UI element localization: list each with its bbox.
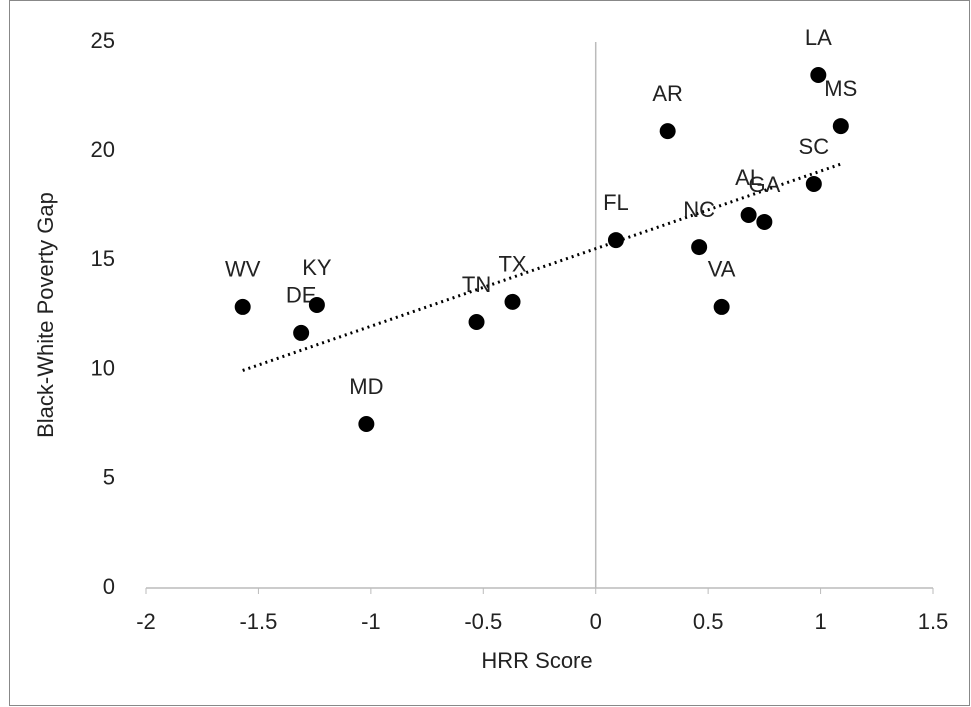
point-label: MD xyxy=(349,374,383,399)
y-tick-label: 25 xyxy=(91,28,115,53)
x-tick-label: 1 xyxy=(814,609,826,634)
x-tick-label: -1 xyxy=(361,609,381,634)
point-label: AR xyxy=(652,81,683,106)
x-tick-label: -0.5 xyxy=(464,609,502,634)
y-tick-label: 10 xyxy=(91,355,115,380)
point xyxy=(293,324,310,341)
point xyxy=(691,239,708,256)
point xyxy=(607,232,624,249)
point-label: TN xyxy=(462,272,491,297)
chart-border xyxy=(9,0,970,706)
point-label: LA xyxy=(805,25,832,50)
point xyxy=(805,175,822,192)
point xyxy=(740,206,757,223)
x-axis-label: HRR Score xyxy=(481,648,592,673)
point-label: SC xyxy=(799,134,830,159)
point xyxy=(659,123,676,140)
point-label: WV xyxy=(225,257,261,282)
y-tick-label: 20 xyxy=(91,137,115,162)
x-tick-label: -1.5 xyxy=(239,609,277,634)
x-tick-label: -2 xyxy=(136,609,156,634)
point xyxy=(308,296,325,313)
point-label: FL xyxy=(603,190,629,215)
point-label: VA xyxy=(708,257,736,282)
x-tick-label: 0 xyxy=(590,609,602,634)
point xyxy=(504,293,521,310)
point xyxy=(832,118,849,135)
y-tick-label: 0 xyxy=(103,574,115,599)
point-label: NC xyxy=(683,197,715,222)
point-label: AL xyxy=(735,165,762,190)
point xyxy=(756,213,773,230)
point xyxy=(713,298,730,315)
point xyxy=(358,415,375,432)
point xyxy=(234,298,251,315)
point xyxy=(468,313,485,330)
point-label: GA xyxy=(748,172,780,197)
y-tick-label: 15 xyxy=(91,246,115,271)
x-tick-label: 0.5 xyxy=(693,609,724,634)
y-axis-label: Black-White Poverty Gap xyxy=(33,192,58,438)
point xyxy=(810,66,827,83)
x-tick-label: 1.5 xyxy=(918,609,949,634)
point-label: KY xyxy=(302,255,332,280)
point-label: MS xyxy=(824,76,857,101)
y-tick-label: 5 xyxy=(103,465,115,490)
point-label: TX xyxy=(498,252,526,277)
